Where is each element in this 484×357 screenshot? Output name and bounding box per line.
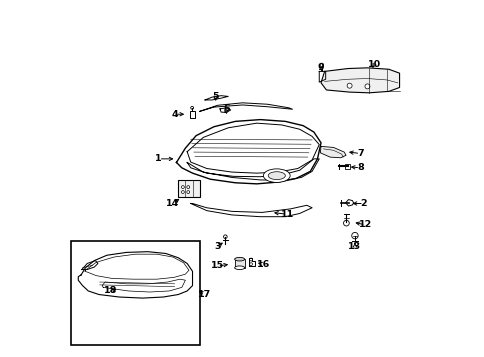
Circle shape (186, 191, 189, 193)
Circle shape (319, 63, 323, 67)
Circle shape (347, 83, 351, 88)
Text: 12: 12 (358, 220, 372, 230)
Circle shape (249, 263, 252, 266)
Bar (190, 111, 194, 118)
Text: 11: 11 (280, 210, 293, 219)
Polygon shape (320, 68, 399, 93)
Circle shape (351, 232, 357, 239)
Bar (71, 241, 199, 345)
Circle shape (186, 186, 189, 188)
Text: 17: 17 (198, 290, 211, 299)
Bar (345, 164, 349, 169)
Ellipse shape (263, 169, 289, 182)
Text: 6: 6 (223, 104, 229, 114)
Text: 15: 15 (211, 261, 224, 271)
Text: 9: 9 (317, 63, 324, 72)
Circle shape (223, 235, 227, 238)
Circle shape (181, 186, 184, 188)
Bar (178, 180, 199, 197)
Ellipse shape (234, 257, 244, 261)
Text: 5: 5 (212, 92, 218, 101)
Bar (234, 259, 244, 268)
Text: 8: 8 (356, 163, 363, 172)
Polygon shape (319, 146, 345, 158)
Circle shape (343, 220, 348, 226)
Text: 2: 2 (360, 199, 366, 208)
Text: 7: 7 (356, 149, 363, 158)
Circle shape (249, 258, 252, 261)
Ellipse shape (268, 172, 285, 180)
Text: 3: 3 (214, 242, 220, 251)
Circle shape (364, 84, 369, 89)
Text: 10: 10 (367, 60, 380, 69)
Text: 16: 16 (256, 260, 269, 269)
Text: 14: 14 (166, 199, 179, 208)
Ellipse shape (234, 266, 244, 270)
Text: 18: 18 (104, 286, 117, 296)
Circle shape (190, 106, 193, 109)
Text: 1: 1 (155, 154, 162, 164)
Circle shape (181, 191, 184, 193)
Text: 13: 13 (348, 242, 361, 251)
Text: 4: 4 (171, 110, 178, 119)
